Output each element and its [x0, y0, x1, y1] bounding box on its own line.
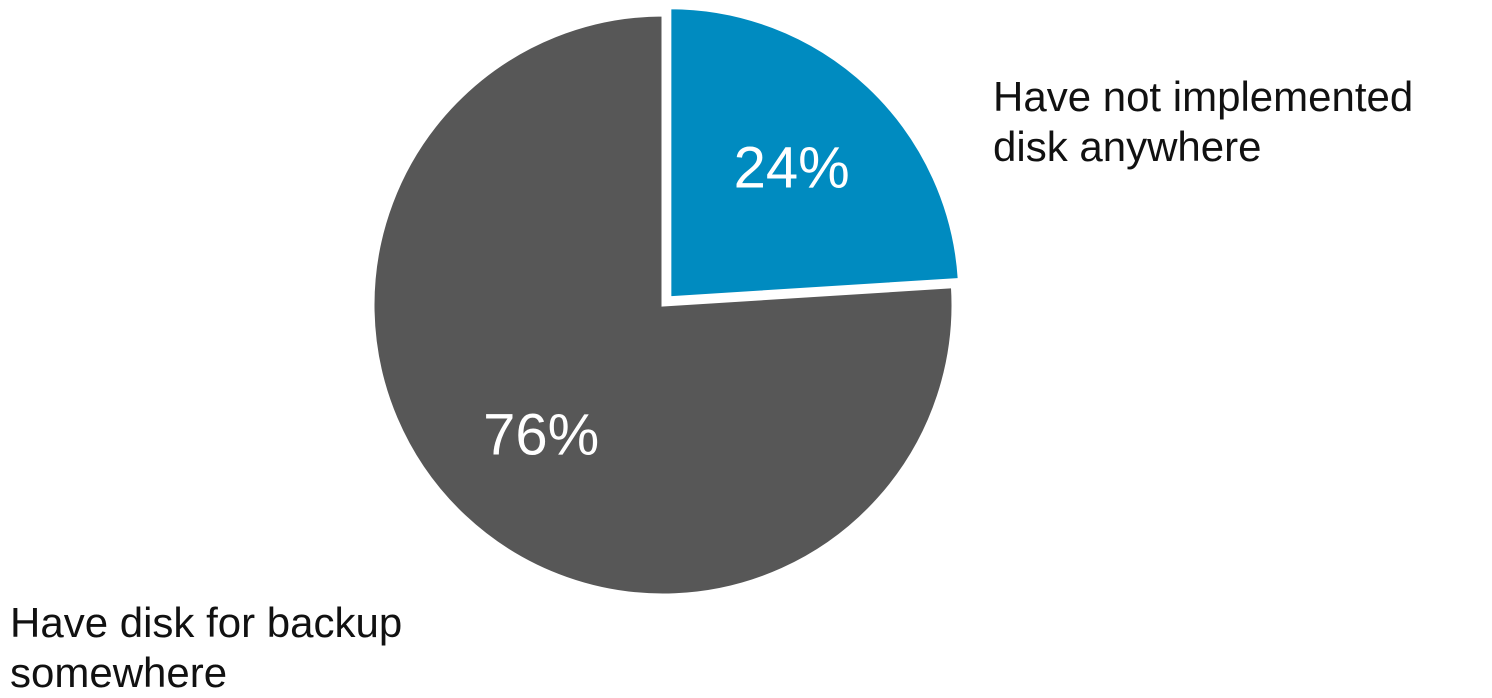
callout-have-disk: Have disk for backup somewhere [10, 598, 402, 698]
pie-value-label: 76% [483, 402, 599, 467]
callout-not-implemented-line-2: disk anywhere [993, 123, 1262, 170]
callout-not-implemented: Have not implemented disk anywhere [993, 72, 1413, 172]
pie-slice [668, 6, 961, 300]
callout-have-disk-line-2: somewhere [10, 649, 228, 696]
callout-not-implemented-line-1: Have not implemented [993, 73, 1414, 120]
pie-value-labels: 24% 76% [483, 135, 850, 467]
callout-have-disk-line-1: Have disk for backup [10, 599, 403, 646]
pie-slices [371, 6, 961, 597]
pie-slice [371, 13, 955, 597]
pie-value-label: 24% [734, 135, 850, 200]
